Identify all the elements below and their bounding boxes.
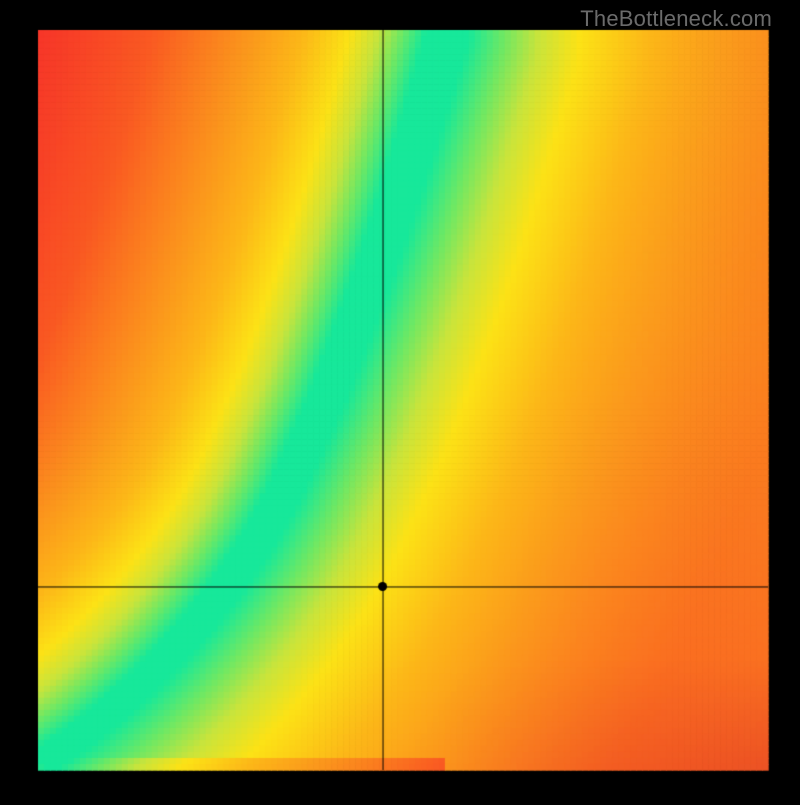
bottleneck-heatmap: TheBottleneck.com	[0, 0, 800, 800]
watermark-text: TheBottleneck.com	[580, 6, 772, 32]
heatmap-canvas	[0, 0, 800, 800]
